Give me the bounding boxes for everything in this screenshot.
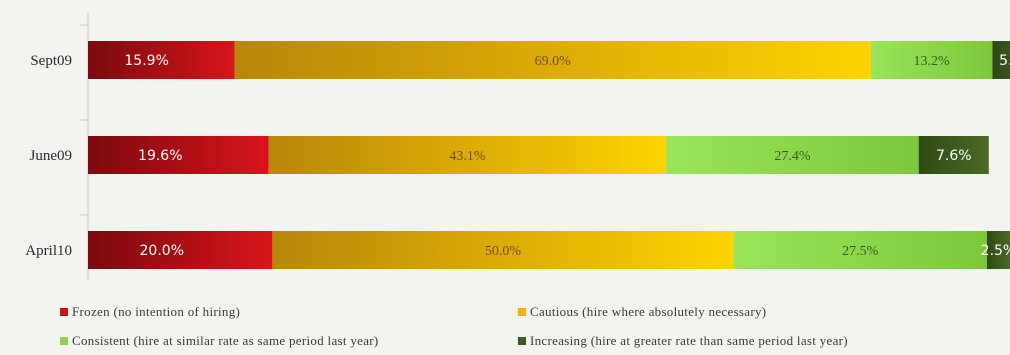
data-label-increasing: 2.5% [981,243,1010,259]
data-label-cautious: 50.0% [485,244,522,259]
bar-segment-cautious [272,231,734,269]
category-label: April10 [25,243,72,259]
data-label-cautious: 69.0% [535,54,572,69]
data-label-frozen: 20.0% [140,243,184,259]
bar-segment-consistent [666,136,919,174]
bar-segment-increasing [918,136,989,174]
data-label-cautious: 43.1% [449,149,486,164]
data-label-increasing: 5.3% [999,53,1010,69]
data-label-consistent: 27.5% [842,244,879,259]
data-label-consistent: 13.2% [914,54,951,69]
bar-segment-increasing [986,231,1010,269]
bar-segment-frozen [88,136,269,174]
data-label-frozen: 19.6% [138,148,182,164]
data-label-consistent: 27.4% [774,149,811,164]
category-label: June09 [30,148,73,164]
bar-segment-frozen [88,41,235,79]
bar-segment-frozen [88,231,273,269]
bar-segment-cautious [234,41,871,79]
bar-segment-cautious [268,136,667,174]
bar-segment-increasing [992,41,1010,79]
bar-segment-consistent [870,41,993,79]
category-label: Sept09 [30,53,72,69]
data-label-frozen: 15.9% [124,53,168,69]
bar-segment-consistent [733,231,987,269]
data-label-increasing: 7.6% [936,148,972,164]
